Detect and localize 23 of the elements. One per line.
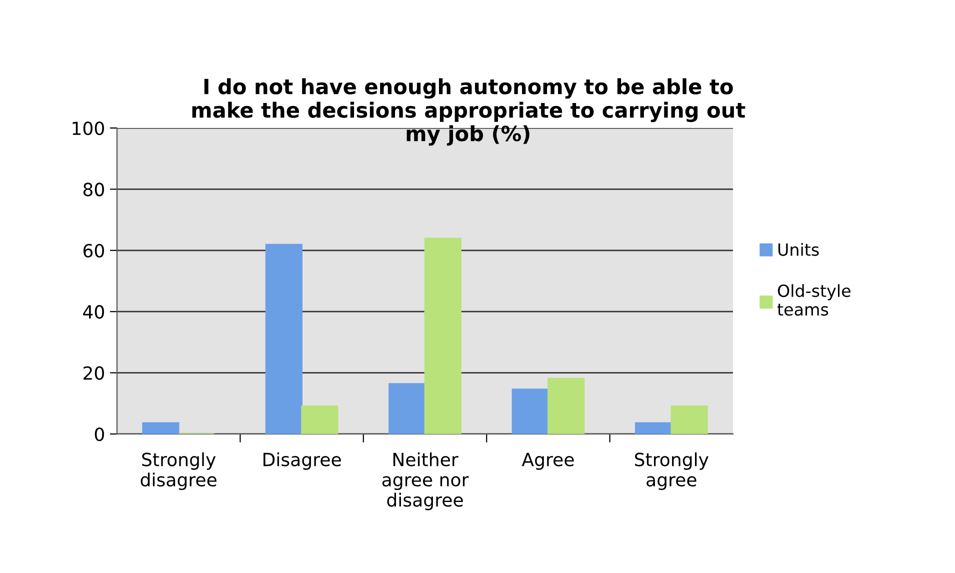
y-tick-label: 60 <box>83 244 104 258</box>
bar <box>265 244 302 434</box>
chart-title: I do not have enough autonomy to be able to make the decisions appropriate to carrying out my job (%) <box>192 78 746 146</box>
y-tick-label: 0 <box>94 427 104 442</box>
bar <box>634 422 672 434</box>
y-tick-label: 100 <box>72 121 104 136</box>
legend-label: Units <box>778 243 819 256</box>
x-tick-label: Neither agree nor disagree <box>382 452 469 510</box>
x-tick-label: Agree <box>522 452 574 470</box>
bar <box>142 422 180 434</box>
y-tick-label: 20 <box>84 366 104 380</box>
x-tick-label: Strongly agree <box>634 452 708 490</box>
bar <box>548 378 585 434</box>
x-tick-label: Strongly disagree <box>140 452 216 490</box>
bar <box>301 405 338 434</box>
x-tick-label: Disagree <box>264 452 341 470</box>
bar <box>512 388 549 434</box>
bar <box>424 238 462 434</box>
legend-label: Old-style teams <box>777 284 850 316</box>
bar <box>670 405 708 434</box>
y-tick-label: 40 <box>83 305 104 319</box>
bar <box>388 383 426 434</box>
y-tick-label: 80 <box>83 182 104 196</box>
